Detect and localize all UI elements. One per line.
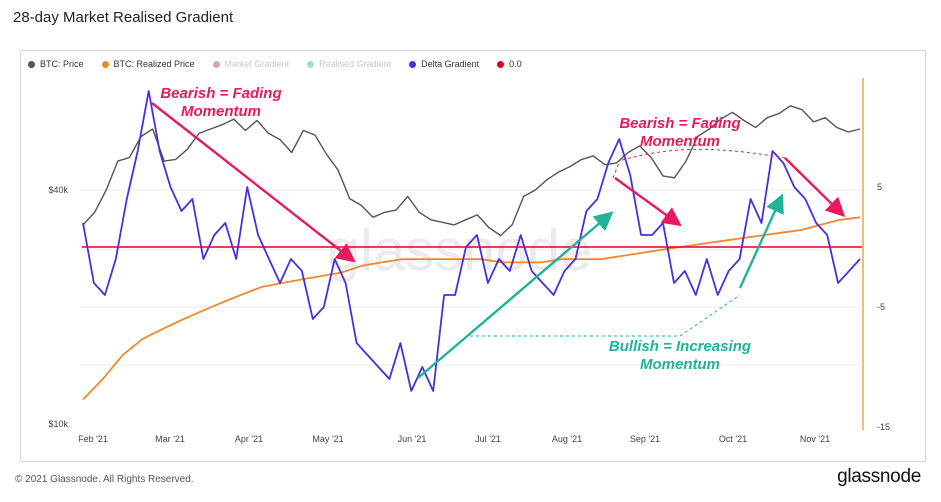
legend-dot [212,60,220,68]
x-tick-label: May '21 [312,434,343,444]
legend-dot [409,60,417,68]
series-delta-gradient [82,90,861,392]
legend-dot [101,60,109,68]
bearish-label: Bearish = Fading [619,115,740,132]
glassnode-logo: glassnode [837,466,921,487]
y-right-tick-label: -15 [877,422,890,432]
bearish-arrow [151,102,356,263]
legend-label: Market Gradient [224,59,290,69]
legend-item-market-gradient[interactable]: Market Gradient [212,59,290,69]
legend-label: BTC: Realized Price [113,59,195,69]
legend-label: BTC: Price [40,59,84,69]
bearish-label: Momentum [181,103,261,120]
bullish-arrow [417,211,614,379]
legend-item-zero[interactable]: 0.0 [497,59,522,69]
x-tick-label: Aug '21 [552,434,582,444]
x-tick-label: Sep '21 [630,434,660,444]
legend: BTC: Price BTC: Realized Price Market Gr… [28,59,540,69]
bullish-label: Momentum [640,356,720,373]
legend-label: Realised Gradient [319,59,392,69]
chart-title: 28-day Market Realised Gradient [13,9,234,26]
x-tick-label: Nov '21 [800,434,830,444]
copyright: © 2021 Glassnode. All Rights Reserved. [15,474,194,485]
bullish-arrow [738,193,784,289]
legend-label: 0.0 [509,59,522,69]
y-right-tick-label: -5 [877,302,885,312]
bullish-label: Bullish = Increasing [609,338,751,355]
legend-dot [28,60,35,68]
x-tick-label: Jul '21 [475,434,501,444]
legend-dot [497,60,505,68]
series-btc-price [82,105,861,237]
bearish-label: Bearish = Fading [160,85,281,102]
bullish-dashed-link [470,294,741,337]
x-tick-label: Mar '21 [155,434,185,444]
legend-item-realized-price[interactable]: BTC: Realized Price [101,59,195,69]
bearish-arrow [614,177,682,227]
y-left-tick-label: $40k [48,185,68,195]
bearish-arrow [784,157,846,218]
legend-dot [307,60,315,68]
legend-label: Delta Gradient [421,59,480,69]
x-tick-label: Apr '21 [235,434,263,444]
bearish-label: Momentum [640,133,720,150]
x-tick-label: Feb '21 [78,434,108,444]
y-left-tick-label: $10k [48,419,68,429]
x-tick-label: Jun '21 [398,434,427,444]
legend-item-delta-gradient[interactable]: Delta Gradient [409,59,479,69]
series-realized-price [82,216,861,401]
legend-item-btc-price[interactable]: BTC: Price [28,59,84,69]
bearish-dashed-link [612,154,623,179]
y-right-tick-label: 5 [877,182,882,192]
x-tick-label: Oct '21 [719,434,747,444]
bearish-dashed-link [621,148,786,161]
legend-item-realised-gradient[interactable]: Realised Gradient [307,59,391,69]
